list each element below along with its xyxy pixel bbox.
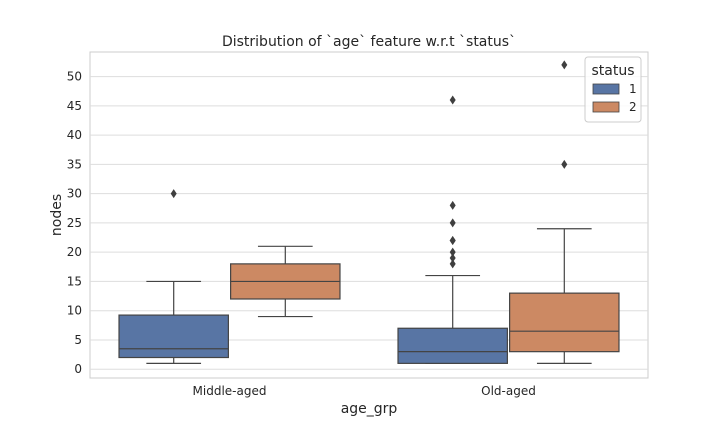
outlier-point [170, 189, 177, 199]
legend-title: status [591, 63, 634, 79]
y-tick-label: 10 [67, 304, 82, 318]
box-middle-aged-status-1 [118, 189, 229, 364]
legend-swatch [592, 101, 620, 113]
iqr-box [118, 314, 229, 359]
y-tick-label: 35 [67, 157, 82, 171]
box-series [118, 60, 620, 364]
y-tick-label: 45 [67, 99, 82, 113]
outlier-point [561, 60, 568, 70]
outlier-point [449, 253, 456, 263]
y-tick-label: 50 [67, 70, 82, 84]
chart-title: Distribution of `age` feature w.r.t `sta… [222, 34, 516, 50]
y-tick-label: 30 [67, 187, 82, 201]
legend-label: 1 [629, 82, 637, 96]
box-old-aged-status-2 [509, 60, 620, 364]
y-tick-label: 25 [67, 216, 82, 230]
outlier-point [449, 200, 456, 210]
box-old-aged-status-1 [397, 95, 508, 364]
x-tick-label: Old-aged [481, 384, 536, 398]
box-middle-aged-status-2 [230, 245, 341, 318]
x-axis-label: age_grp [341, 401, 398, 417]
y-axis-label: nodes [49, 194, 65, 236]
y-tick-label: 0 [74, 362, 82, 376]
iqr-box [397, 327, 508, 364]
legend-label: 2 [629, 100, 637, 114]
legend-items: 12 [592, 82, 637, 114]
x-tick-labels: Middle-aged Old-aged [193, 384, 536, 398]
y-tick-label: 40 [67, 128, 82, 142]
y-tick-label: 15 [67, 274, 82, 288]
outlier-point [449, 235, 456, 245]
y-tick-labels: 0 5 10 15 20 25 30 35 40 45 50 [67, 70, 82, 377]
iqr-box [509, 292, 620, 353]
outlier-point [449, 95, 456, 105]
outlier-point [449, 218, 456, 228]
y-tick-label: 20 [67, 245, 82, 259]
legend: status 12 [584, 56, 642, 123]
outlier-point [561, 159, 568, 169]
x-tick-label: Middle-aged [193, 384, 267, 398]
y-tick-label: 5 [74, 333, 82, 347]
outlier-point [449, 247, 456, 257]
legend-swatch [592, 83, 620, 95]
outlier-point [449, 259, 456, 269]
